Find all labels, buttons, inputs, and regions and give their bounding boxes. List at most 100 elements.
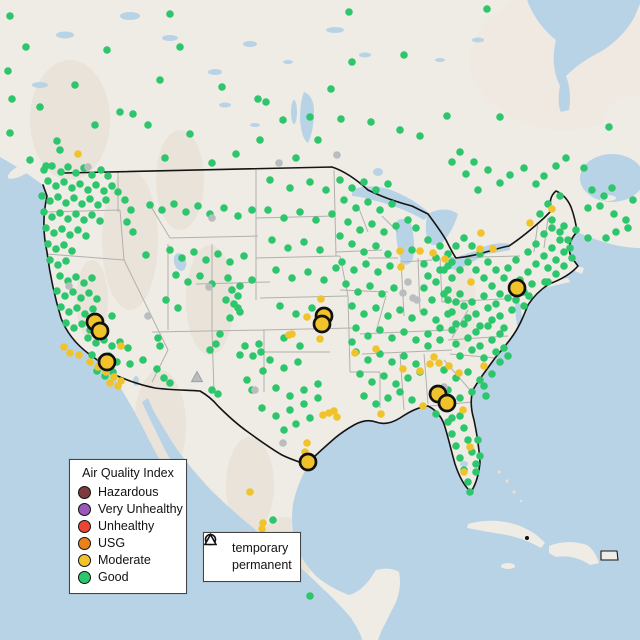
- station-dot-good: [524, 268, 532, 276]
- station-dot-good: [472, 328, 480, 336]
- station-dot-good: [488, 316, 496, 324]
- station-dot-good: [342, 280, 350, 288]
- legend-item-moderate: Moderate: [78, 553, 178, 567]
- station-dot-good: [372, 242, 380, 250]
- station-dot-moderate: [330, 407, 338, 415]
- station-dot-good: [484, 304, 492, 312]
- station-dot-good: [4, 67, 12, 75]
- legend-item-unhealthy: Unhealthy: [78, 519, 178, 533]
- station-dot-good: [364, 198, 372, 206]
- station-dot-good: [64, 163, 72, 171]
- station-dot-good: [154, 334, 162, 342]
- station-dot-good: [214, 250, 222, 258]
- station-dot-moderate: [455, 369, 463, 377]
- station-dot-good: [57, 168, 65, 176]
- station-dot-good: [236, 282, 244, 290]
- station-dot-moderate: [117, 342, 125, 350]
- station-dot-good: [348, 338, 356, 346]
- station-dot-good: [58, 225, 66, 233]
- station-dot-good: [348, 240, 356, 248]
- station-dot-good: [482, 392, 490, 400]
- station-dot-good: [64, 215, 72, 223]
- station-dot-good: [488, 336, 496, 344]
- station-dot-good: [212, 340, 220, 348]
- station-dot-moderate: [285, 331, 293, 339]
- station-dot-good: [259, 367, 267, 375]
- temporary-station-marker: [97, 352, 117, 372]
- station-dot-good: [60, 178, 68, 186]
- station-dot-good: [470, 158, 478, 166]
- station-dot-good: [384, 250, 392, 258]
- station-dot-good: [460, 424, 468, 432]
- station-dot-good: [388, 334, 396, 342]
- usg-swatch-icon: [78, 536, 91, 550]
- station-dot-good: [190, 248, 198, 256]
- legend-item-usg: USG: [78, 536, 178, 550]
- station-dot-good: [129, 228, 137, 236]
- station-dot-good: [428, 296, 436, 304]
- station-dot-no-data: [399, 289, 407, 297]
- station-dot-good: [376, 206, 384, 214]
- station-dot-good: [392, 222, 400, 230]
- station-dot-good: [500, 274, 508, 282]
- temporary-station-marker: [437, 393, 457, 413]
- station-dot-good: [544, 278, 552, 286]
- station-dot-good: [384, 312, 392, 320]
- station-dot-good: [440, 266, 448, 274]
- station-dot-good: [202, 256, 210, 264]
- station-dot-good: [500, 324, 508, 332]
- station-dot-good: [408, 246, 416, 254]
- station-dot-good: [236, 308, 244, 316]
- station-dot-good: [92, 339, 100, 347]
- station-dot-good: [218, 83, 226, 91]
- station-dot-good: [452, 320, 460, 328]
- station-dot-good: [243, 376, 251, 384]
- station-dot-good: [312, 216, 320, 224]
- station-dot-moderate: [429, 249, 437, 257]
- station-dot-good: [166, 379, 174, 387]
- station-dot-good: [596, 202, 604, 210]
- station-dot-good: [610, 210, 618, 218]
- station-dot-good: [77, 294, 85, 302]
- station-dot-good: [142, 251, 150, 259]
- station-dot-good: [448, 326, 456, 334]
- station-dot-good: [162, 296, 170, 304]
- station-dot-good: [48, 213, 56, 221]
- station-dot-good: [320, 276, 328, 284]
- station-dot-good: [380, 372, 388, 380]
- station-dot-good: [344, 218, 352, 226]
- station-dot-good: [286, 184, 294, 192]
- station-dot-good: [146, 201, 154, 209]
- station-dot-good: [80, 216, 88, 224]
- station-dot-good: [62, 199, 70, 207]
- station-dot-good: [360, 248, 368, 256]
- station-dot-good: [254, 95, 262, 103]
- station-dot-good: [22, 43, 30, 51]
- station-dot-good: [54, 261, 62, 269]
- station-dot-good: [464, 368, 472, 376]
- station-dot-good: [62, 257, 70, 265]
- station-dot-good: [392, 380, 400, 388]
- station-dot-good: [456, 412, 464, 420]
- station-dot-good: [412, 336, 420, 344]
- station-dot-good: [102, 196, 110, 204]
- station-dot-moderate: [316, 335, 324, 343]
- station-dot-good: [216, 330, 224, 338]
- station-dot-good: [420, 260, 428, 268]
- station-dot-good: [226, 258, 234, 266]
- station-dot-good: [272, 266, 280, 274]
- station-dot-good: [286, 406, 294, 414]
- station-dot-good: [532, 260, 540, 268]
- station-dot-moderate: [460, 468, 468, 476]
- station-dot-good: [400, 51, 408, 59]
- station-dot-good: [26, 156, 34, 164]
- station-dot-good: [248, 276, 256, 284]
- station-dot-good: [160, 374, 168, 382]
- station-dot-good: [123, 218, 131, 226]
- station-dot-good: [94, 201, 102, 209]
- station-dot-good: [512, 256, 520, 264]
- station-dot-moderate: [66, 349, 74, 357]
- station-dot-good: [432, 410, 440, 418]
- station-dot-good: [424, 330, 432, 338]
- station-dot-good: [300, 238, 308, 246]
